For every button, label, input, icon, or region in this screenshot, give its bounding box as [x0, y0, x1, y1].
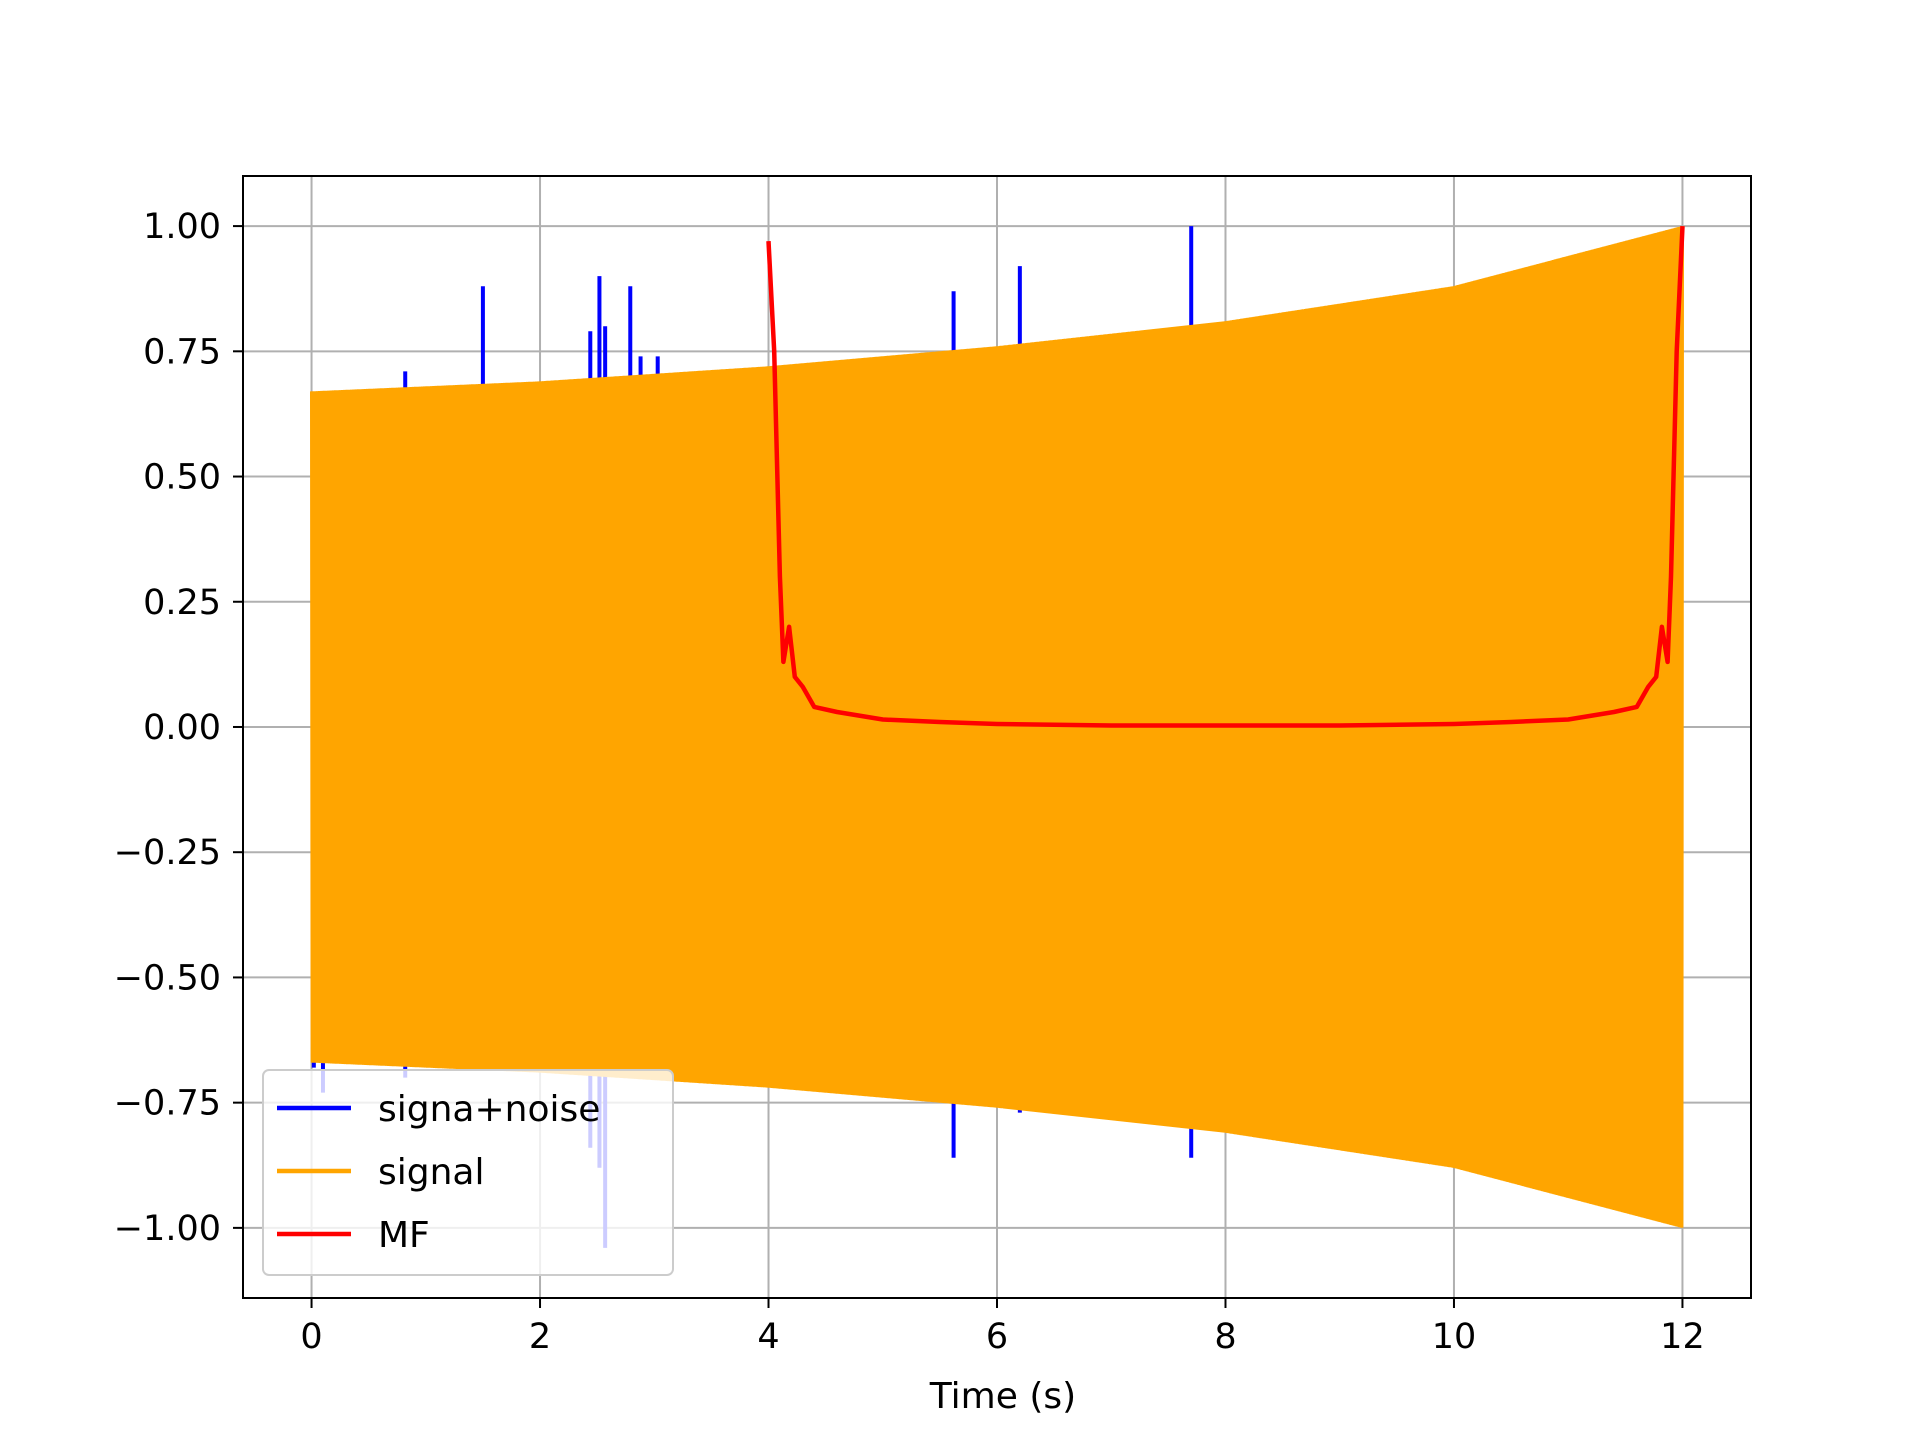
y-tick-label: 0.25	[143, 583, 221, 623]
x-tick-label: 8	[1214, 1317, 1236, 1357]
x-axis-title: Time (s)	[929, 1376, 1076, 1417]
x-tick-label: 0	[300, 1317, 322, 1357]
y-tick-label: −0.50	[114, 958, 221, 998]
legend-box	[262, 1069, 674, 1276]
y-tick-label: −0.25	[114, 833, 221, 873]
axis-ticks: 0 2 4 6 8 10 12 1.00 0.75 0.50 0.25 0.00 −0.25 −0.50 −…	[114, 207, 1705, 1357]
x-tick-label: 4	[757, 1317, 779, 1357]
signal-line	[310, 226, 1684, 1228]
y-tick-label: −0.75	[114, 1084, 221, 1124]
x-tick-label: 10	[1432, 1317, 1477, 1357]
x-tick-label: 12	[1660, 1317, 1705, 1357]
legend: signa+noise signal MF	[262, 1069, 674, 1276]
legend-label: signa+noise	[378, 1089, 600, 1130]
mf-line	[766, 225, 1685, 728]
plot-area	[310, 225, 1685, 1248]
legend-label: MF	[378, 1215, 430, 1256]
y-tick-label: 0.00	[143, 708, 221, 748]
y-tick-label: 0.75	[143, 332, 221, 372]
y-tick-label: −1.00	[114, 1209, 221, 1249]
x-tick-label: 2	[529, 1317, 551, 1357]
y-tick-label: 1.00	[143, 207, 221, 247]
x-tick-label: 6	[986, 1317, 1008, 1357]
legend-label: signal	[378, 1152, 485, 1193]
y-tick-label: 0.50	[143, 458, 221, 498]
